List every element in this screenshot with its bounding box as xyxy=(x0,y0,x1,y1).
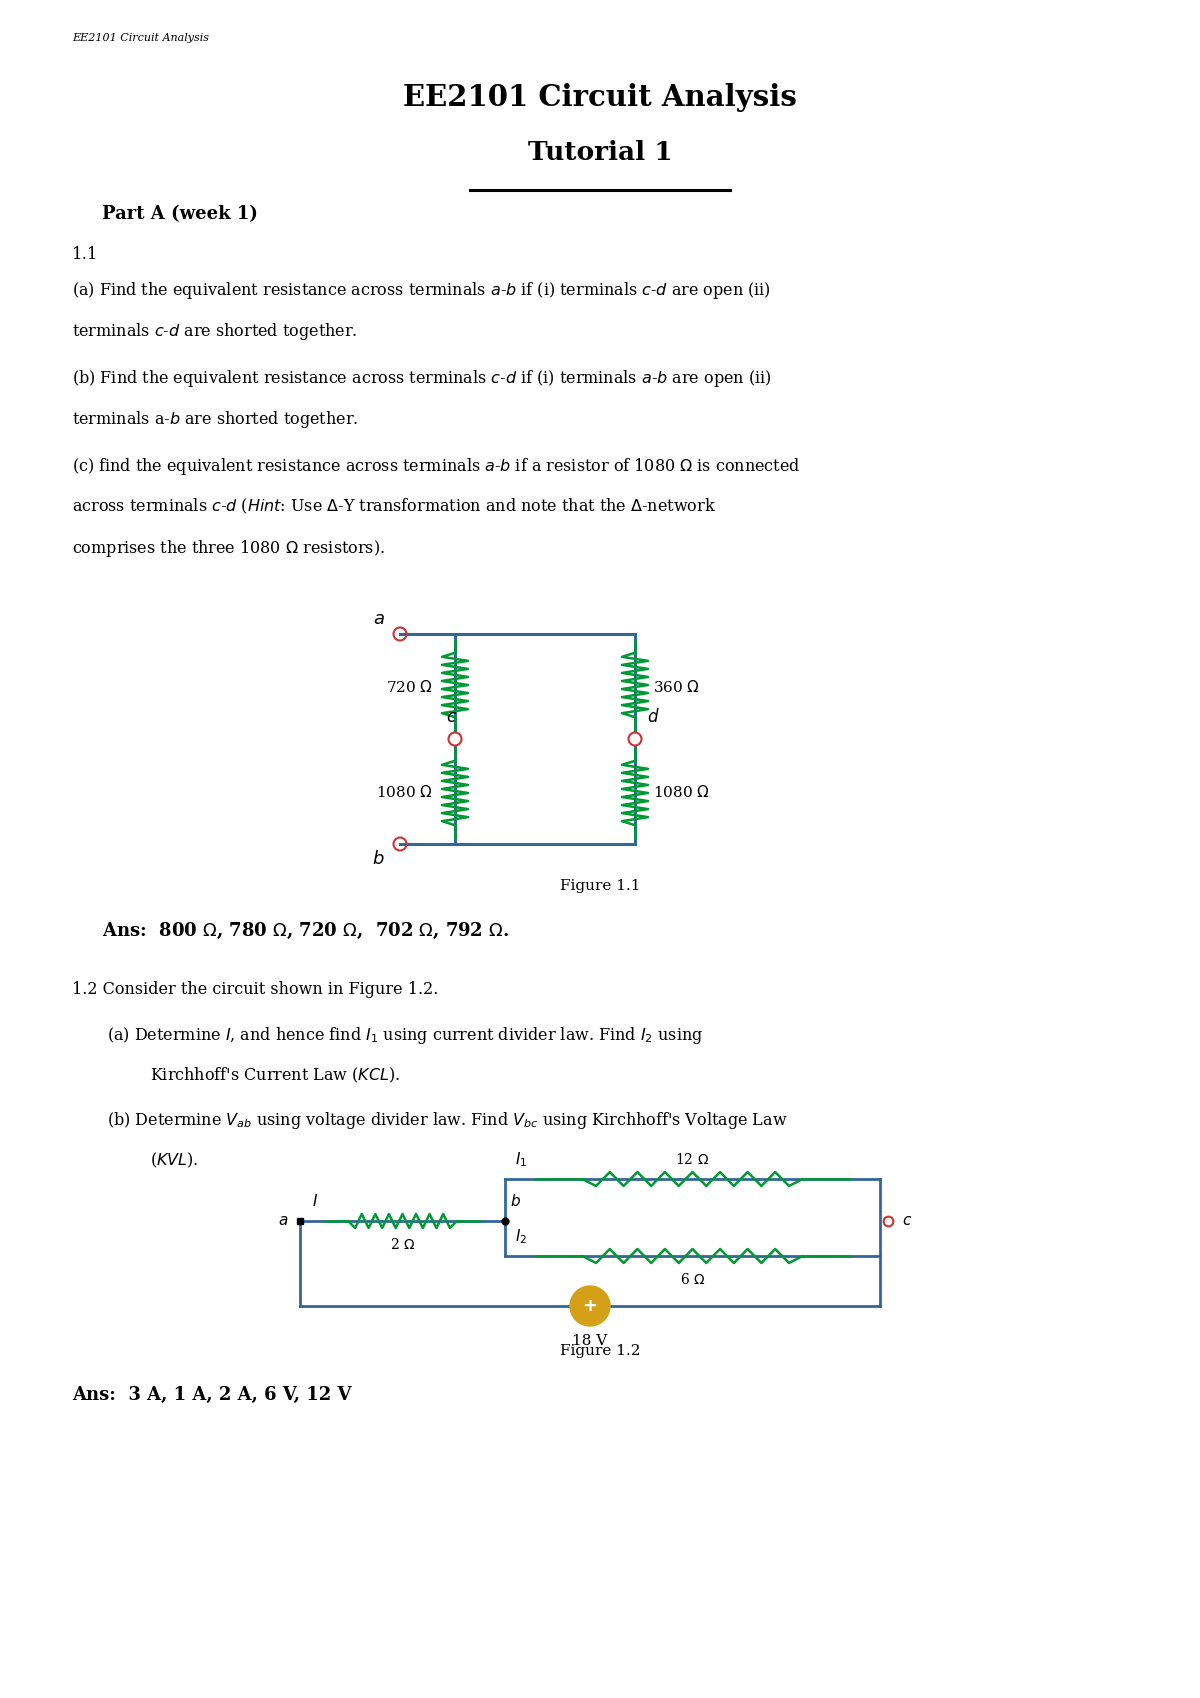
Text: (a) Find the equivalent resistance across terminals $a$-$b$ if (i) terminals $c$: (a) Find the equivalent resistance acros… xyxy=(72,280,770,301)
Text: $a$: $a$ xyxy=(277,1214,288,1228)
Text: 1.2 Consider the circuit shown in Figure 1.2.: 1.2 Consider the circuit shown in Figure… xyxy=(72,981,438,998)
Text: (b) Determine $V_{ab}$ using voltage divider law. Find $V_{bc}$ using Kirchhoff': (b) Determine $V_{ab}$ using voltage div… xyxy=(107,1110,787,1131)
Text: $a$: $a$ xyxy=(373,610,385,628)
Text: terminals $c$-$d$ are shorted together.: terminals $c$-$d$ are shorted together. xyxy=(72,321,358,341)
Text: 1080 $\Omega$: 1080 $\Omega$ xyxy=(653,783,709,800)
Text: EE2101 Circuit Analysis: EE2101 Circuit Analysis xyxy=(403,83,797,112)
Text: $c$: $c$ xyxy=(902,1214,912,1228)
Text: $d$: $d$ xyxy=(647,708,660,727)
Text: 12 $\Omega$: 12 $\Omega$ xyxy=(676,1151,709,1167)
Text: Part A (week 1): Part A (week 1) xyxy=(102,205,258,222)
Text: 18 V: 18 V xyxy=(572,1335,607,1348)
Text: 360 $\Omega$: 360 $\Omega$ xyxy=(653,679,700,694)
Text: (a) Determine $I$, and hence find $I_1$ using current divider law. Find $I_2$ us: (a) Determine $I$, and hence find $I_1$ … xyxy=(107,1026,703,1046)
Text: $I$: $I$ xyxy=(312,1194,318,1209)
Text: Tutorial 1: Tutorial 1 xyxy=(528,139,672,165)
Text: $c$: $c$ xyxy=(445,710,456,727)
Text: Ans:  3 A, 1 A, 2 A, 6 V, 12 V: Ans: 3 A, 1 A, 2 A, 6 V, 12 V xyxy=(72,1386,352,1404)
Text: Figure 1.2: Figure 1.2 xyxy=(559,1345,641,1358)
Text: 1.1: 1.1 xyxy=(72,246,98,263)
Text: 1080 $\Omega$: 1080 $\Omega$ xyxy=(377,783,433,800)
Text: across terminals $c$-$d$ ($Hint$: Use $\Delta$-Y transformation and note that th: across terminals $c$-$d$ ($Hint$: Use $\… xyxy=(72,498,716,516)
Circle shape xyxy=(570,1285,610,1326)
Text: Kirchhoff's Current Law ($KCL$).: Kirchhoff's Current Law ($KCL$). xyxy=(150,1066,401,1085)
Text: Ans:  800 $\Omega$, 780 $\Omega$, 720 $\Omega$,  702 $\Omega$, 792 $\Omega$.: Ans: 800 $\Omega$, 780 $\Omega$, 720 $\O… xyxy=(102,920,509,941)
Text: $b$: $b$ xyxy=(510,1194,521,1209)
Text: (b) Find the equivalent resistance across terminals $c$-$d$ if (i) terminals $a$: (b) Find the equivalent resistance acros… xyxy=(72,368,772,389)
Text: Figure 1.1: Figure 1.1 xyxy=(559,880,641,893)
Text: comprises the three 1080 $\Omega$ resistors).: comprises the three 1080 $\Omega$ resist… xyxy=(72,538,385,559)
Text: 2 $\Omega$: 2 $\Omega$ xyxy=(390,1238,415,1251)
Text: +: + xyxy=(582,1297,598,1314)
Text: $b$: $b$ xyxy=(372,851,385,868)
Text: $I_1$: $I_1$ xyxy=(515,1150,527,1168)
Text: 720 $\Omega$: 720 $\Omega$ xyxy=(386,679,433,694)
Text: EE2101 Circuit Analysis: EE2101 Circuit Analysis xyxy=(72,32,209,42)
Text: terminals a-$b$ are shorted together.: terminals a-$b$ are shorted together. xyxy=(72,409,359,430)
Text: $I_2$: $I_2$ xyxy=(515,1228,527,1246)
Text: ($KVL$).: ($KVL$). xyxy=(150,1151,198,1170)
Text: (c) find the equivalent resistance across terminals $a$-$b$ if a resistor of 108: (c) find the equivalent resistance acros… xyxy=(72,457,800,477)
Text: 6 $\Omega$: 6 $\Omega$ xyxy=(680,1272,706,1287)
